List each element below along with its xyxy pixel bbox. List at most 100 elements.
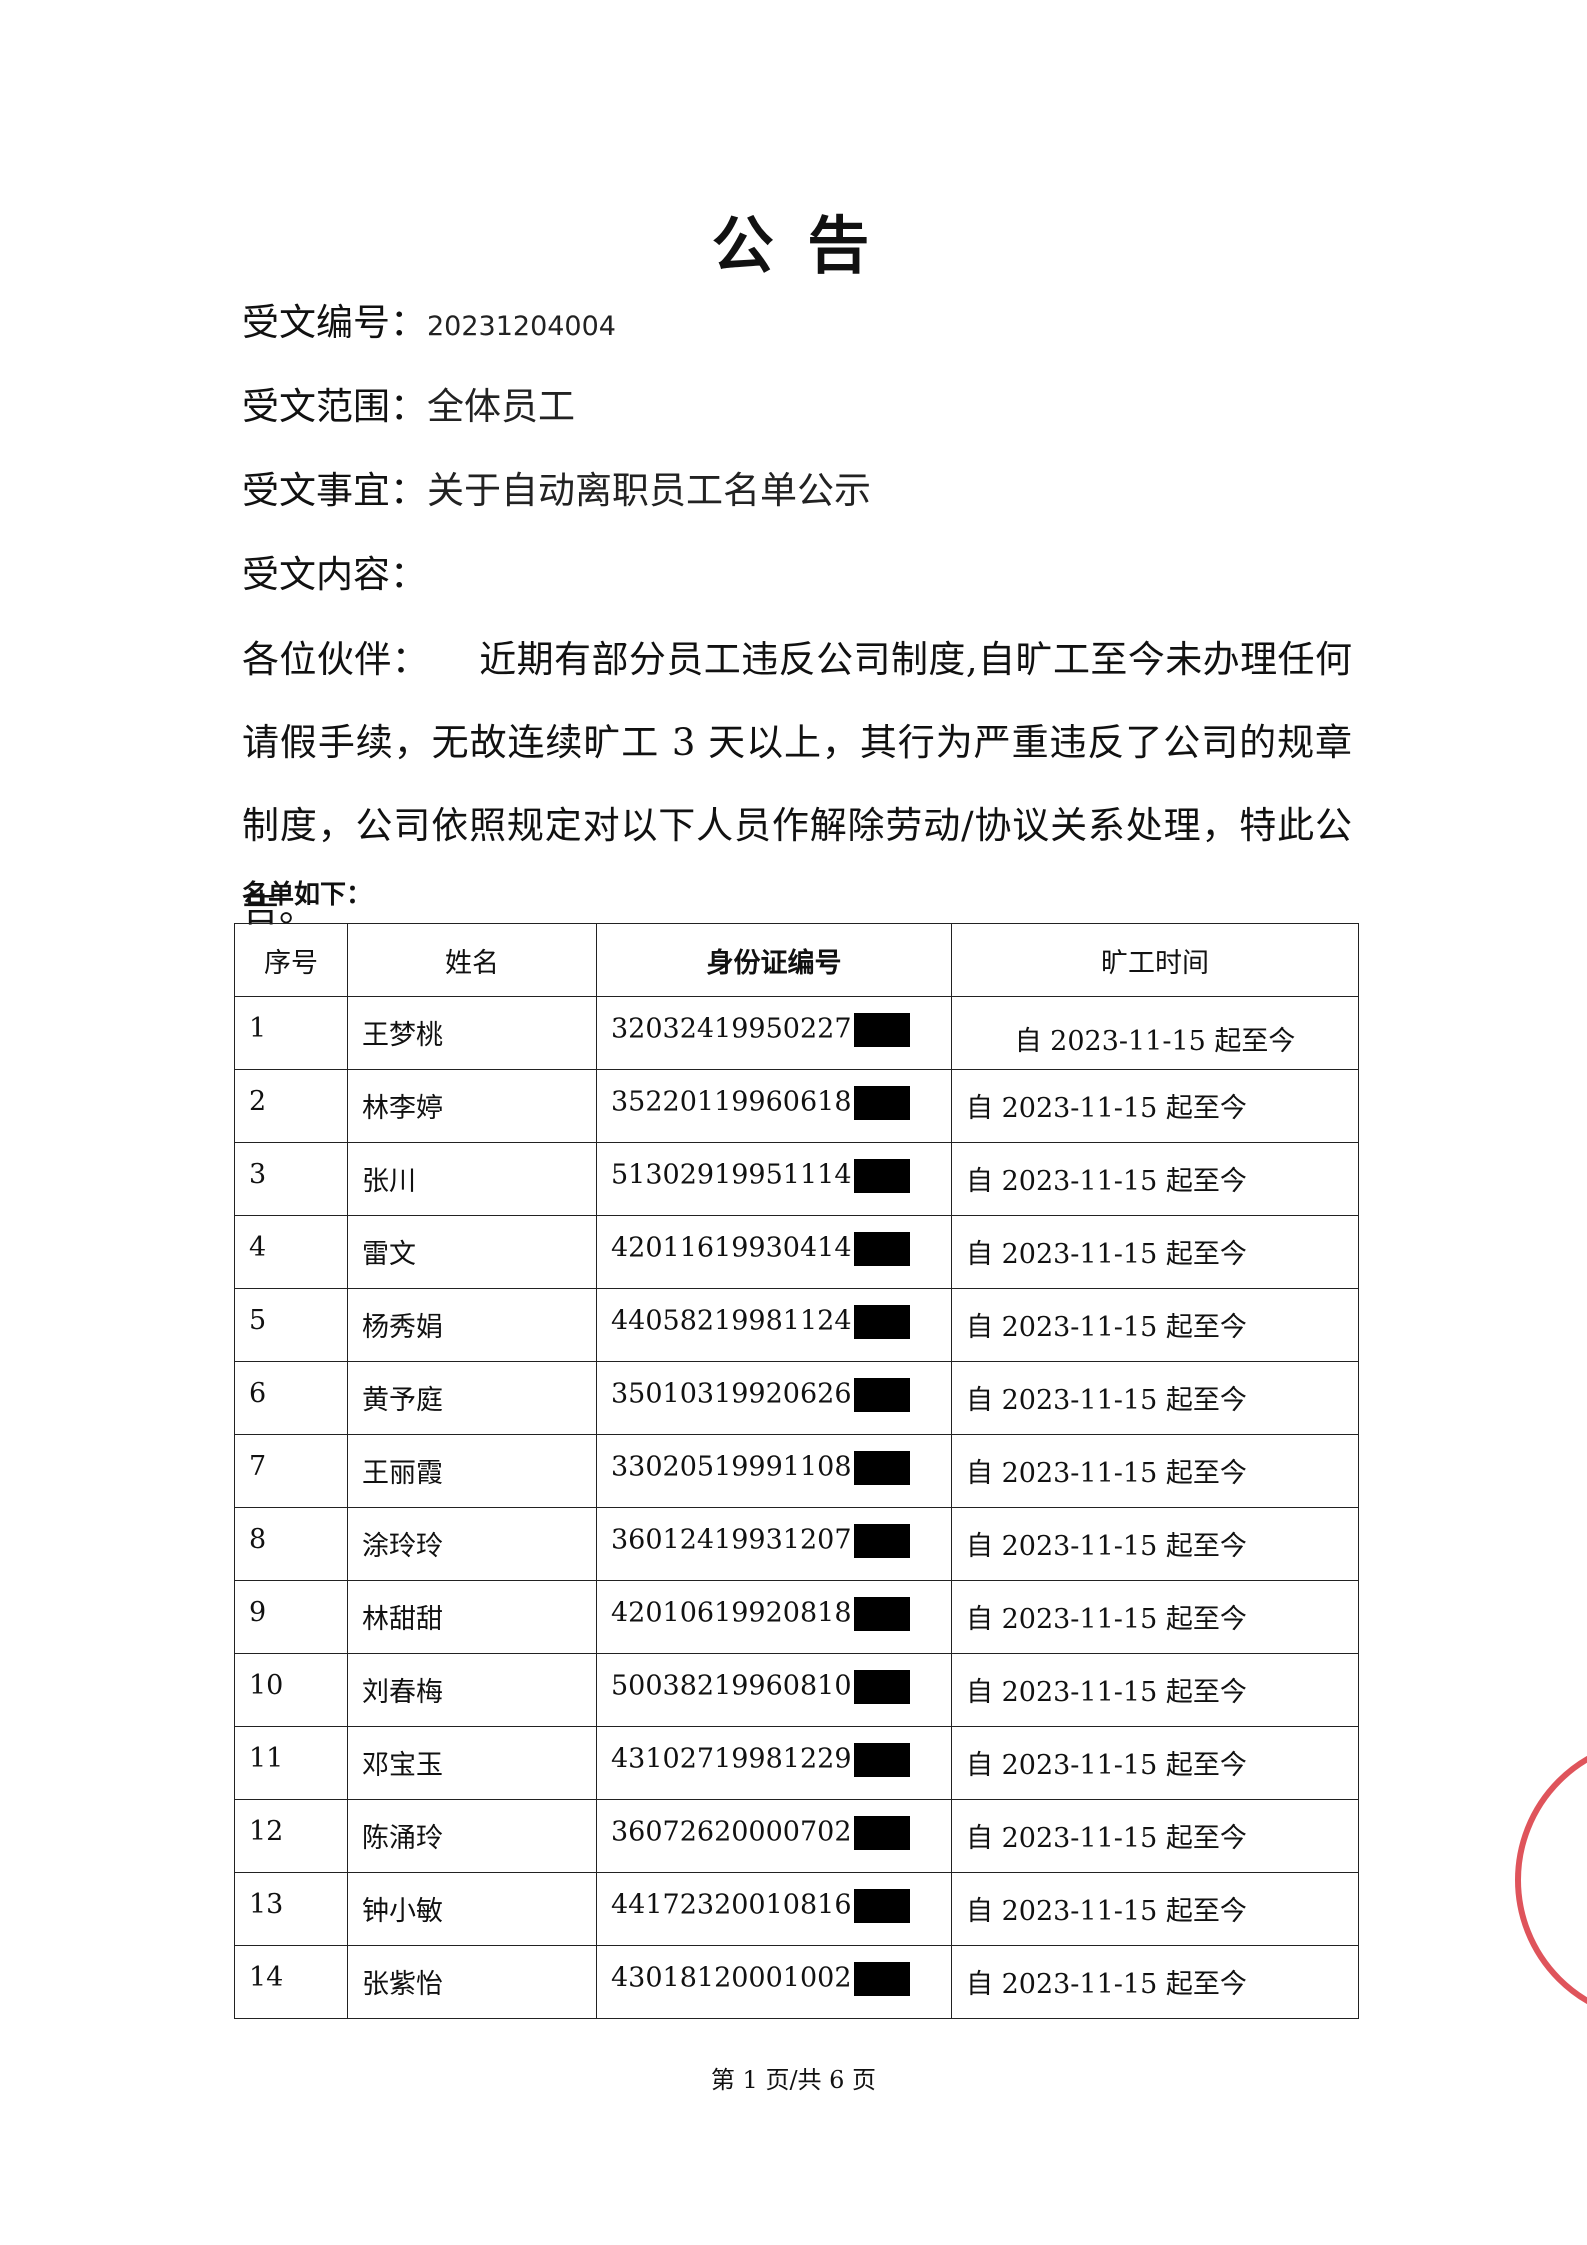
cell: 3 [234,1142,348,1216]
cell: 钟小敏 [347,1872,597,1946]
cell: 12 [234,1799,348,1873]
cell: 张紫怡 [347,1945,597,2019]
redaction [853,1232,910,1266]
field: 受文内容： [242,544,427,598]
id-cell: 36072620000702 [596,1799,952,1873]
table-row: 6 黄予庭 35010319920626 自 2023-11-15 起至今 [234,1361,1359,1435]
cell: 自 2023-11-15 起至今 [951,1945,1359,2019]
field: 受文事宜：关于自动离职员工名单公示 [242,460,871,514]
body: 各位伙伴： 近期有部分员工违反公司制度,自旷工至今未办理任何请假手续，无故连续旷工… [242,618,1352,950]
cell: 张川 [347,1142,597,1216]
cell: 9 [234,1580,348,1654]
header-cell: 序号 [234,923,348,997]
cell: 涂玲玲 [347,1507,597,1581]
greeting: 各位伙伴： [242,638,430,681]
header-cell: 姓名 [347,923,597,997]
cell: 4 [234,1215,348,1289]
id-number: 44172320010816 [611,1889,852,1921]
table-row: 14 张紫怡 43018120001002 自 2023-11-15 起至今 [234,1945,1359,2019]
id-cell: 50038219960810 [596,1653,952,1727]
cell: 6 [234,1361,348,1435]
table-row: 4 雷文 42011619930414 自 2023-11-15 起至今 [234,1215,1359,1289]
cell: 自 2023-11-15 起至今 [951,1799,1359,1873]
id-cell: 51302919951114 [596,1142,952,1216]
table-row: 13 钟小敏 44172320010816 自 2023-11-15 起至今 [234,1872,1359,1946]
cell: 自 2023-11-15 起至今 [951,1288,1359,1362]
field-value: 关于自动离职员工名单公示 [427,469,871,512]
redaction [853,1305,910,1339]
redaction [853,1889,910,1923]
field-label: 受文编号： [242,301,427,344]
redaction [853,1670,910,1704]
title: 公 告 [711,209,876,282]
table-row: 9 林甜甜 42010619920818 自 2023-11-15 起至今 [234,1580,1359,1654]
cell: 邓宝玉 [347,1726,597,1800]
list-title: 名单如下： [242,880,373,910]
cell: 自 2023-11-15 起至今 [951,1507,1359,1581]
id-number: 35010319920626 [611,1378,852,1410]
field-label: 受文范围： [242,385,427,428]
cell: 自 2023-11-15 起至今 [951,1872,1359,1946]
id-cell: 36012419931207 [596,1507,952,1581]
cell: 黄予庭 [347,1361,597,1435]
cell: 林李婷 [347,1069,597,1143]
table-row: 2 林李婷 35220119960618 自 2023-11-15 起至今 [234,1069,1359,1143]
id-number: 32032419950227 [611,1013,852,1045]
id-number: 42011619930414 [611,1232,852,1264]
id-cell: 43018120001002 [596,1945,952,2019]
table-row: 11 邓宝玉 43102719981229 自 2023-11-15 起至今 [234,1726,1359,1800]
id-cell: 43102719981229 [596,1726,952,1800]
footer: 第 1 页/共 6 页 [710,2066,877,2094]
cell: 自 2023-11-15 起至今 [951,1069,1359,1143]
id-cell: 32032419950227 [596,996,952,1070]
header-row: 序号 姓名 身份证编号 旷工时间 [234,923,1359,997]
table-row: 10 刘春梅 50038219960810 自 2023-11-15 起至今 [234,1653,1359,1727]
cell: 10 [234,1653,348,1727]
cell: 杨秀娟 [347,1288,597,1362]
cell: 5 [234,1288,348,1362]
cell: 2 [234,1069,348,1143]
body-text: 近期有部分员工违反公司制度,自旷工至今未办理任何请假手续，无故连续旷工 3 天以… [242,638,1352,930]
field: 受文范围：全体员工 [242,376,575,430]
field-value: 20231204004 [427,311,616,342]
cell: 14 [234,1945,348,2019]
table-row: 5 杨秀娟 44058219981124 自 2023-11-15 起至今 [234,1288,1359,1362]
cell: 自 2023-11-15 起至今 [951,1434,1359,1508]
id-number: 35220119960618 [611,1086,852,1118]
cell: 13 [234,1872,348,1946]
redaction [853,1086,910,1120]
id-number: 51302919951114 [611,1159,852,1191]
table-row: 12 陈涌玲 36072620000702 自 2023-11-15 起至今 [234,1799,1359,1873]
redaction [853,1013,910,1047]
cell: 11 [234,1726,348,1800]
cell: 自 2023-11-15 起至今 [951,1653,1359,1727]
cell: 自 2023-11-15 起至今 [951,1361,1359,1435]
id-number: 44058219981124 [611,1305,852,1337]
id-number: 36012419931207 [611,1524,852,1556]
redaction [853,1743,910,1777]
header-cell: 身份证编号 [596,923,952,997]
stamp [1515,1755,1587,2005]
field-value: 全体员工 [427,385,575,428]
table-row: 7 王丽霞 33020519991108 自 2023-11-15 起至今 [234,1434,1359,1508]
cell: 自 2023-11-15 起至今 [951,1580,1359,1654]
redaction [853,1159,910,1193]
id-number: 43018120001002 [611,1962,852,1994]
field-label: 受文事宜： [242,469,427,512]
redaction [853,1451,910,1485]
redaction [853,1378,910,1412]
id-cell: 35010319920626 [596,1361,952,1435]
cell: 王丽霞 [347,1434,597,1508]
id-number: 36072620000702 [611,1816,852,1848]
cell: 7 [234,1434,348,1508]
cell: 1 [234,996,348,1070]
table-row: 8 涂玲玲 36012419931207 自 2023-11-15 起至今 [234,1507,1359,1581]
cell: 陈涌玲 [347,1799,597,1873]
redaction [853,1962,910,1996]
id-cell: 33020519991108 [596,1434,952,1508]
cell: 雷文 [347,1215,597,1289]
cell: 8 [234,1507,348,1581]
cell: 自 2023-11-15 起至今 [951,1215,1359,1289]
redaction [853,1816,910,1850]
